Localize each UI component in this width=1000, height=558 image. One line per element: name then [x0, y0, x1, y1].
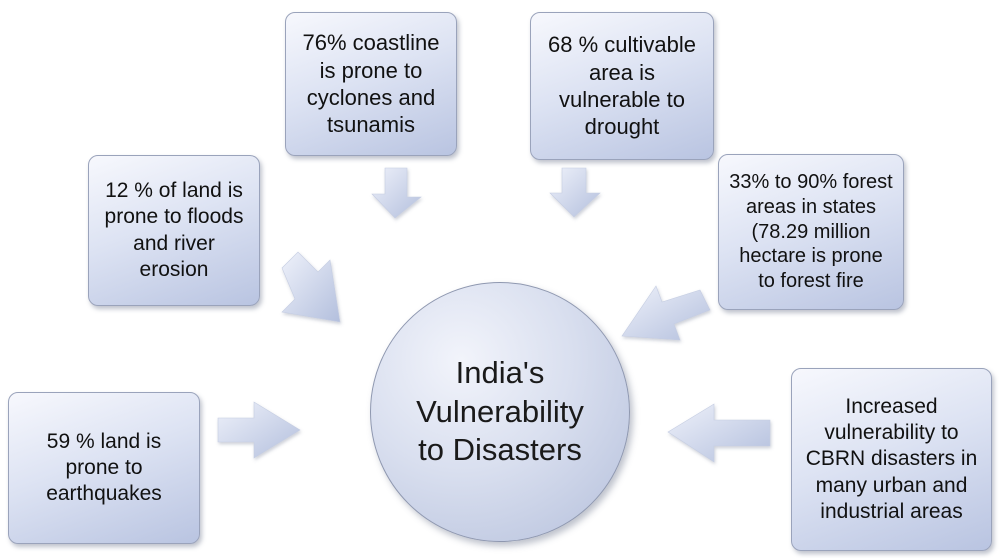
center-circle-title: India's Vulnerability to Disasters [370, 282, 630, 542]
fact-box-coastline: 76% coastline is prone to cyclones and t… [285, 12, 457, 156]
arrow-cbrn [667, 403, 771, 463]
fact-box-forest-fire: 33% to 90% forest areas in states (78.29… [718, 154, 904, 310]
arrow-floods [281, 251, 341, 323]
fact-box-earthquake: 59 % land is prone to earthquakes [8, 392, 200, 544]
fact-box-drought: 68 % cultivable area is vulnerable to dr… [530, 12, 714, 160]
fact-box-cbrn: Increased vulnerability to CBRN disaster… [791, 368, 992, 551]
arrow-forest [621, 285, 711, 341]
arrow-drought [549, 167, 601, 218]
arrow-coastline [371, 167, 422, 219]
arrow-earthquake [217, 401, 301, 459]
fact-box-floods: 12 % of land is prone to floods and rive… [88, 155, 260, 306]
